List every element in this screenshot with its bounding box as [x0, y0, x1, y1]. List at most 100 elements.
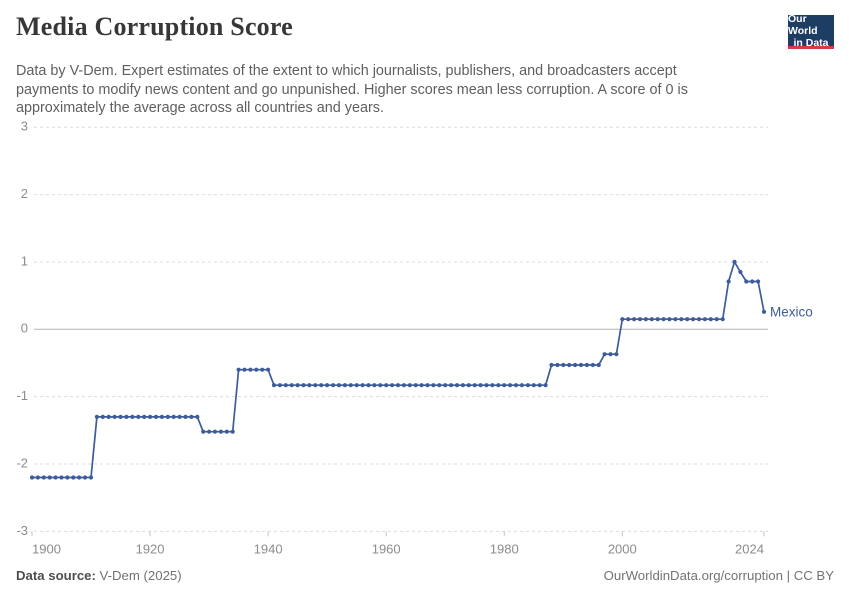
- entity-label-mexico: Mexico: [770, 304, 813, 319]
- x-tick-label: 2000: [608, 541, 637, 556]
- data-point: [620, 317, 625, 322]
- credit-link[interactable]: OurWorldinData.org/corruption | CC BY: [603, 568, 834, 583]
- data-point: [696, 317, 702, 322]
- data-point: [626, 317, 631, 322]
- data-point: [732, 259, 737, 264]
- x-tick-label: 1900: [32, 541, 61, 556]
- data-point: [106, 414, 111, 419]
- y-tick-label: -1: [16, 388, 28, 403]
- data-point: [726, 279, 731, 284]
- data-point: [395, 383, 401, 388]
- data-point: [378, 383, 383, 388]
- data-point: [407, 383, 412, 388]
- data-point: [254, 367, 259, 372]
- data-point: [201, 429, 206, 434]
- data-point: [525, 383, 531, 388]
- data-point: [413, 383, 418, 388]
- data-point: [419, 383, 424, 388]
- data-point: [307, 383, 312, 388]
- data-point: [189, 414, 194, 419]
- data-point: [602, 352, 607, 357]
- x-tick-label: 1940: [254, 541, 283, 556]
- series-line[interactable]: [32, 259, 765, 479]
- data-point: [100, 414, 105, 419]
- data-point: [649, 317, 654, 322]
- data-point: [83, 475, 88, 480]
- data-point: [112, 414, 117, 419]
- data-point: [348, 383, 353, 388]
- data-point: [537, 383, 542, 388]
- data-point: [708, 317, 713, 322]
- data-point: [502, 383, 507, 388]
- data-point: [218, 429, 223, 434]
- data-point: [325, 383, 330, 388]
- data-point: [171, 414, 176, 419]
- data-point: [655, 317, 660, 322]
- data-point: [271, 383, 277, 388]
- owid-logo-line1: Our World: [788, 12, 818, 37]
- data-point: [555, 362, 560, 368]
- data-point: [472, 383, 477, 388]
- data-point: [118, 414, 123, 419]
- data-point: [508, 383, 513, 388]
- data-point: [667, 317, 672, 322]
- data-point: [77, 475, 82, 480]
- data-point: [372, 383, 377, 388]
- data-point: [590, 362, 595, 368]
- series-mexico[interactable]: Mexico: [29, 259, 813, 480]
- data-point: [224, 429, 229, 434]
- data-point: [679, 317, 684, 322]
- data-point: [266, 367, 271, 372]
- chart-subtitle: Data by V-Dem. Expert estimates of the e…: [16, 63, 688, 116]
- data-point: [283, 383, 288, 388]
- data-point: [313, 383, 318, 388]
- data-point: [165, 414, 170, 419]
- data-points: [29, 259, 767, 480]
- data-point: [94, 414, 99, 419]
- data-point: [183, 414, 188, 419]
- data-point: [454, 383, 460, 388]
- data-point: [65, 475, 70, 480]
- y-tick-label: 3: [21, 119, 28, 134]
- data-point: [673, 317, 678, 322]
- data-point: [177, 414, 182, 419]
- data-point: [390, 383, 395, 388]
- data-point: [130, 414, 135, 419]
- data-point: [578, 362, 584, 368]
- data-point: [567, 362, 572, 368]
- x-tick-label: 1920: [136, 541, 165, 556]
- data-source: Data source: V-Dem (2025): [16, 568, 182, 583]
- data-point: [207, 429, 212, 434]
- data-point: [714, 317, 719, 322]
- data-point: [153, 414, 159, 419]
- data-point: [124, 414, 129, 419]
- y-axis-labels: 3 2 1 0 -1 -2 -3: [16, 119, 28, 538]
- data-point: [519, 383, 525, 388]
- data-point: [437, 383, 442, 388]
- data-point: [242, 367, 247, 372]
- data-point: [47, 475, 52, 480]
- data-point: [136, 414, 141, 419]
- data-point: [691, 317, 696, 322]
- owid-logo-line2: in Data: [793, 36, 829, 49]
- data-point: [277, 383, 282, 388]
- data-point: [596, 362, 601, 368]
- data-point: [230, 429, 235, 434]
- data-point: [431, 383, 436, 388]
- data-point: [632, 317, 637, 322]
- data-point: [549, 362, 554, 368]
- data-point: [531, 383, 536, 388]
- data-point: [425, 383, 430, 388]
- data-point: [29, 475, 35, 480]
- data-point: [260, 367, 265, 372]
- data-point: [71, 475, 76, 480]
- x-tick-label: 1960: [372, 541, 401, 556]
- data-point: [319, 383, 324, 388]
- data-point: [543, 383, 548, 388]
- data-point: [561, 362, 566, 368]
- data-point: [331, 383, 336, 388]
- data-point: [301, 383, 306, 388]
- data-point: [661, 317, 666, 322]
